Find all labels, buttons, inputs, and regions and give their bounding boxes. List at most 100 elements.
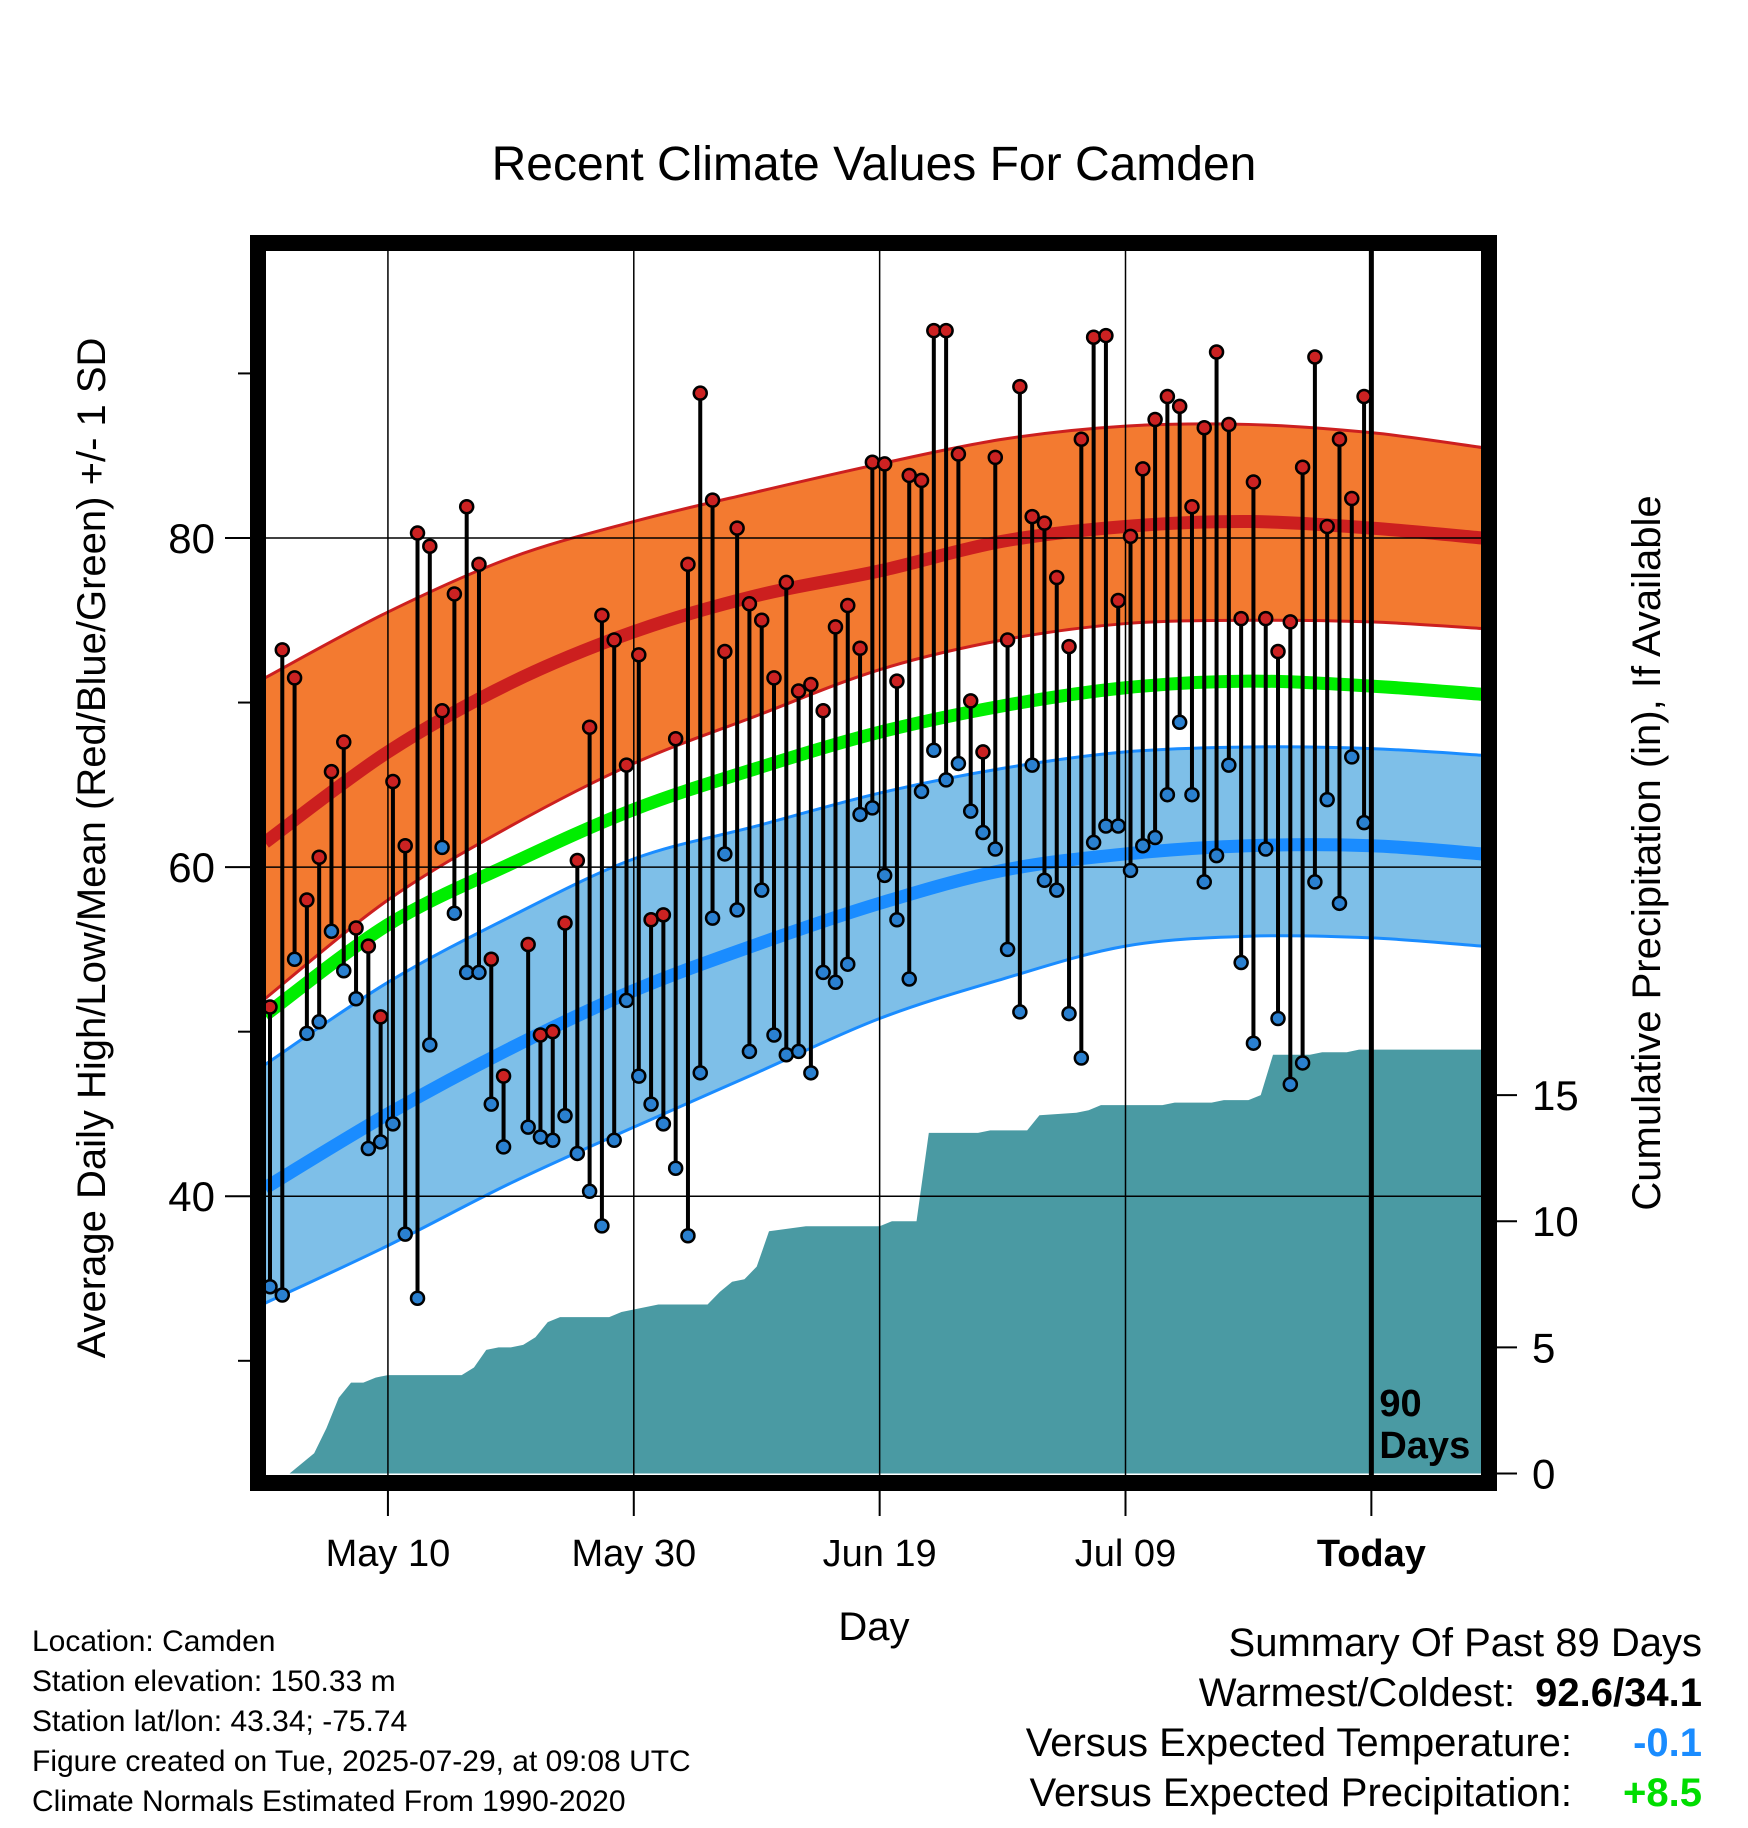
daily-low-point bbox=[1171, 714, 1188, 731]
daily-low-point bbox=[704, 910, 721, 926]
daily-low-point bbox=[1135, 837, 1151, 854]
daily-low-point bbox=[520, 1119, 536, 1135]
daily-low-point bbox=[1270, 1010, 1286, 1027]
daily-high-point bbox=[1233, 610, 1249, 627]
daily-high-point bbox=[520, 936, 536, 953]
daily-high-point bbox=[962, 693, 979, 709]
precip-row: Versus Expected Precipitation: +8.5 bbox=[1026, 1768, 1702, 1818]
daily-high-point bbox=[680, 556, 696, 573]
daily-high-point bbox=[1196, 419, 1213, 436]
daily-high-point bbox=[1344, 490, 1360, 507]
daily-high-point bbox=[618, 757, 635, 773]
daily-high-point bbox=[1048, 569, 1065, 586]
daily-high-point bbox=[286, 670, 303, 686]
daily-low-point bbox=[446, 905, 463, 921]
daily-low-point bbox=[766, 1027, 782, 1043]
daily-high-point bbox=[815, 703, 831, 719]
daily-high-point bbox=[1171, 398, 1188, 415]
daily-low-point bbox=[692, 1065, 709, 1081]
daily-high-point bbox=[741, 596, 758, 612]
temp-row: Versus Expected Temperature: -0.1 bbox=[1026, 1718, 1702, 1768]
daily-low-point bbox=[434, 839, 450, 856]
daily-low-point bbox=[581, 1183, 598, 1200]
daily-high-point bbox=[1122, 528, 1139, 545]
daily-high-point bbox=[803, 676, 819, 693]
daily-high-point bbox=[1147, 411, 1163, 428]
daily-high-point bbox=[1221, 416, 1237, 433]
daily-high-point bbox=[717, 643, 733, 660]
daily-high-point bbox=[265, 999, 278, 1015]
daily-low-point bbox=[655, 1116, 672, 1132]
daily-low-point bbox=[864, 800, 881, 816]
daily-high-point bbox=[422, 538, 438, 554]
daily-low-point bbox=[803, 1065, 819, 1081]
daily-high-point bbox=[1307, 349, 1323, 365]
daily-high-point bbox=[311, 849, 327, 865]
daily-low-point bbox=[631, 1068, 647, 1084]
daily-high-point bbox=[1257, 610, 1274, 627]
daily-low-point bbox=[741, 1043, 758, 1060]
daily-low-point bbox=[594, 1218, 610, 1234]
daily-low-point bbox=[544, 1132, 561, 1149]
daily-high-point bbox=[274, 642, 291, 658]
daily-low-point bbox=[1159, 786, 1176, 803]
y2-tick-label: 10 bbox=[1532, 1198, 1579, 1245]
daily-low-point bbox=[938, 772, 954, 788]
daily-high-point bbox=[729, 520, 745, 536]
daily-high-point bbox=[876, 456, 893, 472]
daily-high-point bbox=[483, 951, 500, 968]
daily-low-point bbox=[901, 971, 917, 987]
daily-low-point bbox=[495, 1139, 512, 1155]
daily-low-point bbox=[618, 992, 635, 1009]
daily-high-point bbox=[471, 556, 487, 573]
daily-high-point bbox=[594, 607, 610, 624]
daily-low-point bbox=[311, 1014, 327, 1030]
daily-high-point bbox=[1270, 643, 1286, 660]
summary-panel: Summary Of Past 89 Days Warmest/Coldest:… bbox=[1026, 1618, 1702, 1818]
warm-cold-value: 92.6/34.1 bbox=[1535, 1671, 1702, 1715]
daily-low-point bbox=[1331, 895, 1348, 912]
daily-high-point bbox=[1208, 344, 1225, 360]
daily-low-point bbox=[1221, 757, 1237, 773]
daily-high-point bbox=[299, 892, 315, 908]
daily-low-point bbox=[975, 824, 991, 841]
daily-low-point bbox=[1012, 1004, 1028, 1020]
axes: 40 60 80 0 5 10 15 May 10 May 30 Jun 19 Jul 09 Toda… bbox=[168, 235, 1579, 1575]
daily-high-point bbox=[434, 703, 450, 719]
daily-high-point bbox=[840, 597, 856, 614]
daily-high-point bbox=[667, 731, 684, 747]
daily-low-point bbox=[1048, 882, 1065, 898]
daily-high-point bbox=[938, 322, 954, 339]
daily-high-point bbox=[1061, 638, 1077, 655]
daily-low-point bbox=[422, 1037, 438, 1053]
daily-high-point bbox=[753, 612, 770, 629]
daily-low-point bbox=[1147, 829, 1163, 846]
y2-tick-label: 15 bbox=[1532, 1072, 1579, 1119]
low-sd-band bbox=[265, 746, 1482, 1304]
daily-low-point bbox=[643, 1096, 659, 1112]
daily-high-point bbox=[1135, 461, 1151, 477]
daily-low-point bbox=[1196, 874, 1213, 890]
daily-low-point bbox=[717, 846, 733, 862]
daily-high-point bbox=[606, 632, 622, 648]
elevation-text: Station elevation: 150.33 m bbox=[32, 1665, 396, 1698]
daily-high-point bbox=[1294, 459, 1311, 475]
daily-high-point bbox=[950, 446, 967, 462]
daily-high-point bbox=[778, 574, 795, 591]
daily-low-point bbox=[1073, 1050, 1090, 1066]
daily-low-point bbox=[840, 956, 856, 972]
daily-high-point bbox=[1184, 498, 1200, 515]
daily-high-point bbox=[1356, 388, 1372, 405]
x-tick-label: Today bbox=[1317, 1533, 1426, 1575]
daily-high-point bbox=[557, 915, 573, 931]
daily-high-point bbox=[569, 852, 586, 869]
daily-low-point bbox=[1245, 1035, 1262, 1051]
plot-frame bbox=[250, 235, 1497, 1491]
daily-low-point bbox=[852, 806, 868, 823]
daily-high-point bbox=[532, 1027, 549, 1043]
daily-high-point bbox=[655, 907, 672, 923]
daily-high-point bbox=[495, 1068, 512, 1084]
daily-low-point bbox=[680, 1227, 696, 1244]
y2-axis-label: Cumulative Precipitation (in), If Availa… bbox=[1625, 495, 1669, 1210]
daily-low-point bbox=[913, 783, 930, 800]
